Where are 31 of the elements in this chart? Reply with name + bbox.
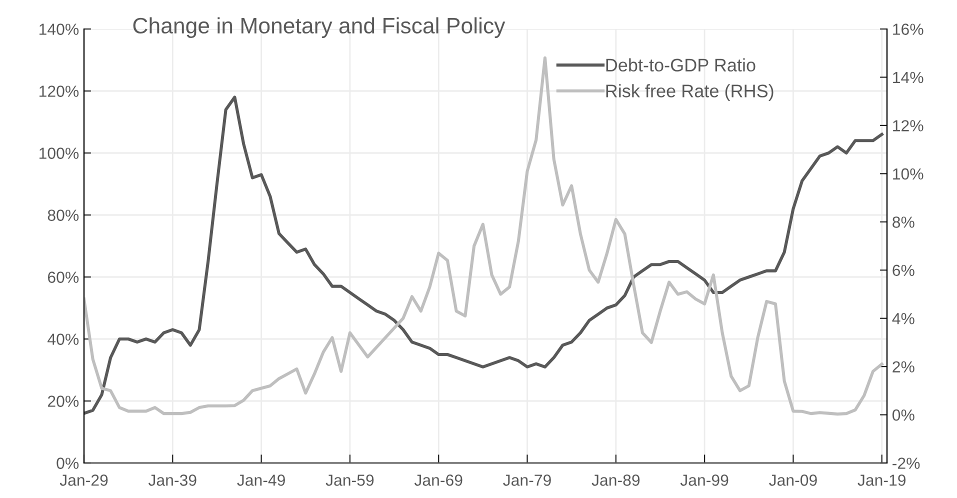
- y-tick-label: 100%: [40, 148, 79, 159]
- y2-tick-label: 16%: [893, 24, 924, 35]
- y2-tick-label: 4%: [892, 313, 914, 324]
- y2-tick-label: 12%: [893, 120, 924, 132]
- y2-tick-label: 14%: [893, 72, 924, 84]
- x-tick-label: Jan-29: [60, 474, 108, 486]
- y-tick-label: 120%: [40, 86, 79, 97]
- y-tick-label: 80%: [48, 210, 79, 221]
- x-tick-label: Jan-39: [148, 474, 196, 486]
- y-tick-label: 60%: [48, 272, 79, 283]
- y2-tick-label: 2%: [892, 361, 914, 372]
- x-tick-label: Jan-59: [326, 474, 374, 486]
- y-tick-label: 140%: [40, 24, 79, 35]
- x-tick-label: Jan-69: [414, 474, 462, 486]
- y2-tick-label: 6%: [892, 264, 914, 276]
- y2-tick-label: -2%: [892, 458, 920, 469]
- x-tick-label: Jan-99: [680, 474, 728, 486]
- y2-tick-label: 8%: [892, 216, 914, 228]
- legend-label: Risk free Rate (RHS): [606, 84, 774, 101]
- y2-tick-label: 0%: [892, 409, 914, 421]
- y2-tick-label: 10%: [893, 168, 924, 180]
- legend-label: Debt-to-GDP Ratio: [606, 58, 756, 72]
- y-tick-label: 40%: [48, 334, 79, 345]
- x-tick-label: Jan-49: [237, 474, 285, 486]
- x-tick-label: Jan-09: [769, 474, 817, 486]
- y-tick-label: 20%: [48, 396, 79, 407]
- y-tick-label: 0%: [56, 458, 79, 469]
- x-tick-label: Jan-79: [503, 474, 551, 486]
- x-tick-label: Jan-19: [858, 474, 906, 486]
- chart-title: Change in Monetary and Fiscal Policy: [133, 17, 506, 38]
- x-tick-label: Jan-89: [592, 474, 640, 486]
